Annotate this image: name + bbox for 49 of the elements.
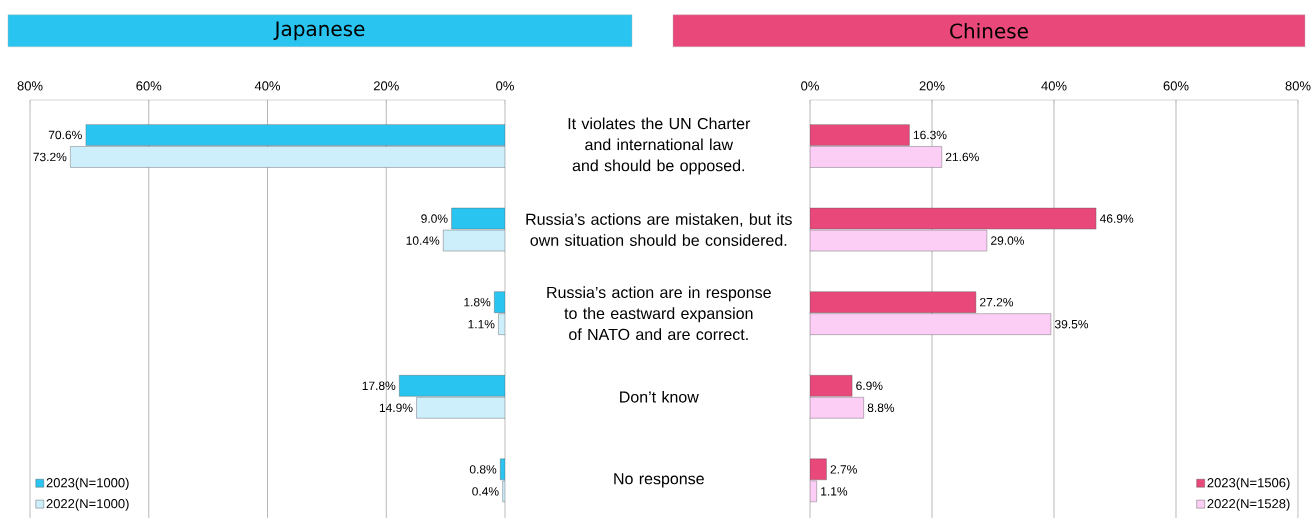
data-label: 2.7% xyxy=(830,465,857,474)
chart-title: Chinese xyxy=(950,23,1028,39)
data-label: 1.8% xyxy=(464,297,491,307)
data-label: 14.9% xyxy=(379,403,413,413)
chart-title: Japanese xyxy=(273,21,365,41)
data-label: 0.4% xyxy=(472,487,499,496)
data-label: 9.0% xyxy=(421,214,448,223)
data-label: 16.3% xyxy=(913,130,947,140)
x-tick-label: 80% xyxy=(1285,81,1311,91)
y-tick-label: No response xyxy=(614,473,704,488)
legend-label: 2023(N=1506) xyxy=(1207,477,1290,490)
data-label: 70.6% xyxy=(48,130,82,140)
legend-label: 2023(N=1000) xyxy=(46,477,129,490)
y-tick-label: Don’t know xyxy=(620,390,699,403)
x-tick-label: 0% xyxy=(496,81,514,91)
data-label: 1.1% xyxy=(821,487,848,496)
x-tick-label: 0% xyxy=(801,81,819,91)
legend-label: 2022(N=1000) xyxy=(46,498,129,511)
bar xyxy=(810,124,910,146)
y-tick-label: It violates the UN Charter and international law and should be opposed. xyxy=(568,117,751,175)
bar xyxy=(416,397,505,419)
data-label: 46.9% xyxy=(1099,214,1134,223)
bar xyxy=(810,291,977,313)
bar xyxy=(399,375,505,397)
x-tick-label: 80% xyxy=(17,81,43,91)
data-label: 8.8% xyxy=(867,403,895,413)
x-tick-label: 20% xyxy=(919,81,945,91)
y-tick-label: Russia’s actions are mistaken, but its own situation should be considered. xyxy=(526,213,792,246)
x-tick-label: 60% xyxy=(1163,81,1189,91)
data-label: 6.9% xyxy=(856,381,883,391)
data-label: 1.1% xyxy=(468,319,495,329)
x-tick-label: 40% xyxy=(1041,81,1067,91)
data-label: 10.4% xyxy=(406,236,440,245)
data-label: 17.8% xyxy=(362,381,396,391)
x-tick-label: 60% xyxy=(136,81,162,91)
bar xyxy=(85,124,505,146)
data-label: 0.8% xyxy=(469,465,497,474)
data-label: 21.6% xyxy=(945,152,979,162)
data-label: 29.0% xyxy=(991,236,1025,245)
bar xyxy=(810,375,853,397)
bar xyxy=(810,207,1097,230)
data-label: 73.2% xyxy=(33,152,67,162)
data-label: 39.5% xyxy=(1054,319,1089,329)
x-tick-label: 40% xyxy=(254,81,281,91)
x-tick-label: 20% xyxy=(373,81,399,91)
bar xyxy=(70,146,505,168)
data-label: 27.2% xyxy=(980,297,1014,307)
y-tick-label: Russia’s action are in response to the eastward expansion of NATO and are correct. xyxy=(547,286,771,341)
legend-label: 2022(N=1528) xyxy=(1207,498,1290,511)
